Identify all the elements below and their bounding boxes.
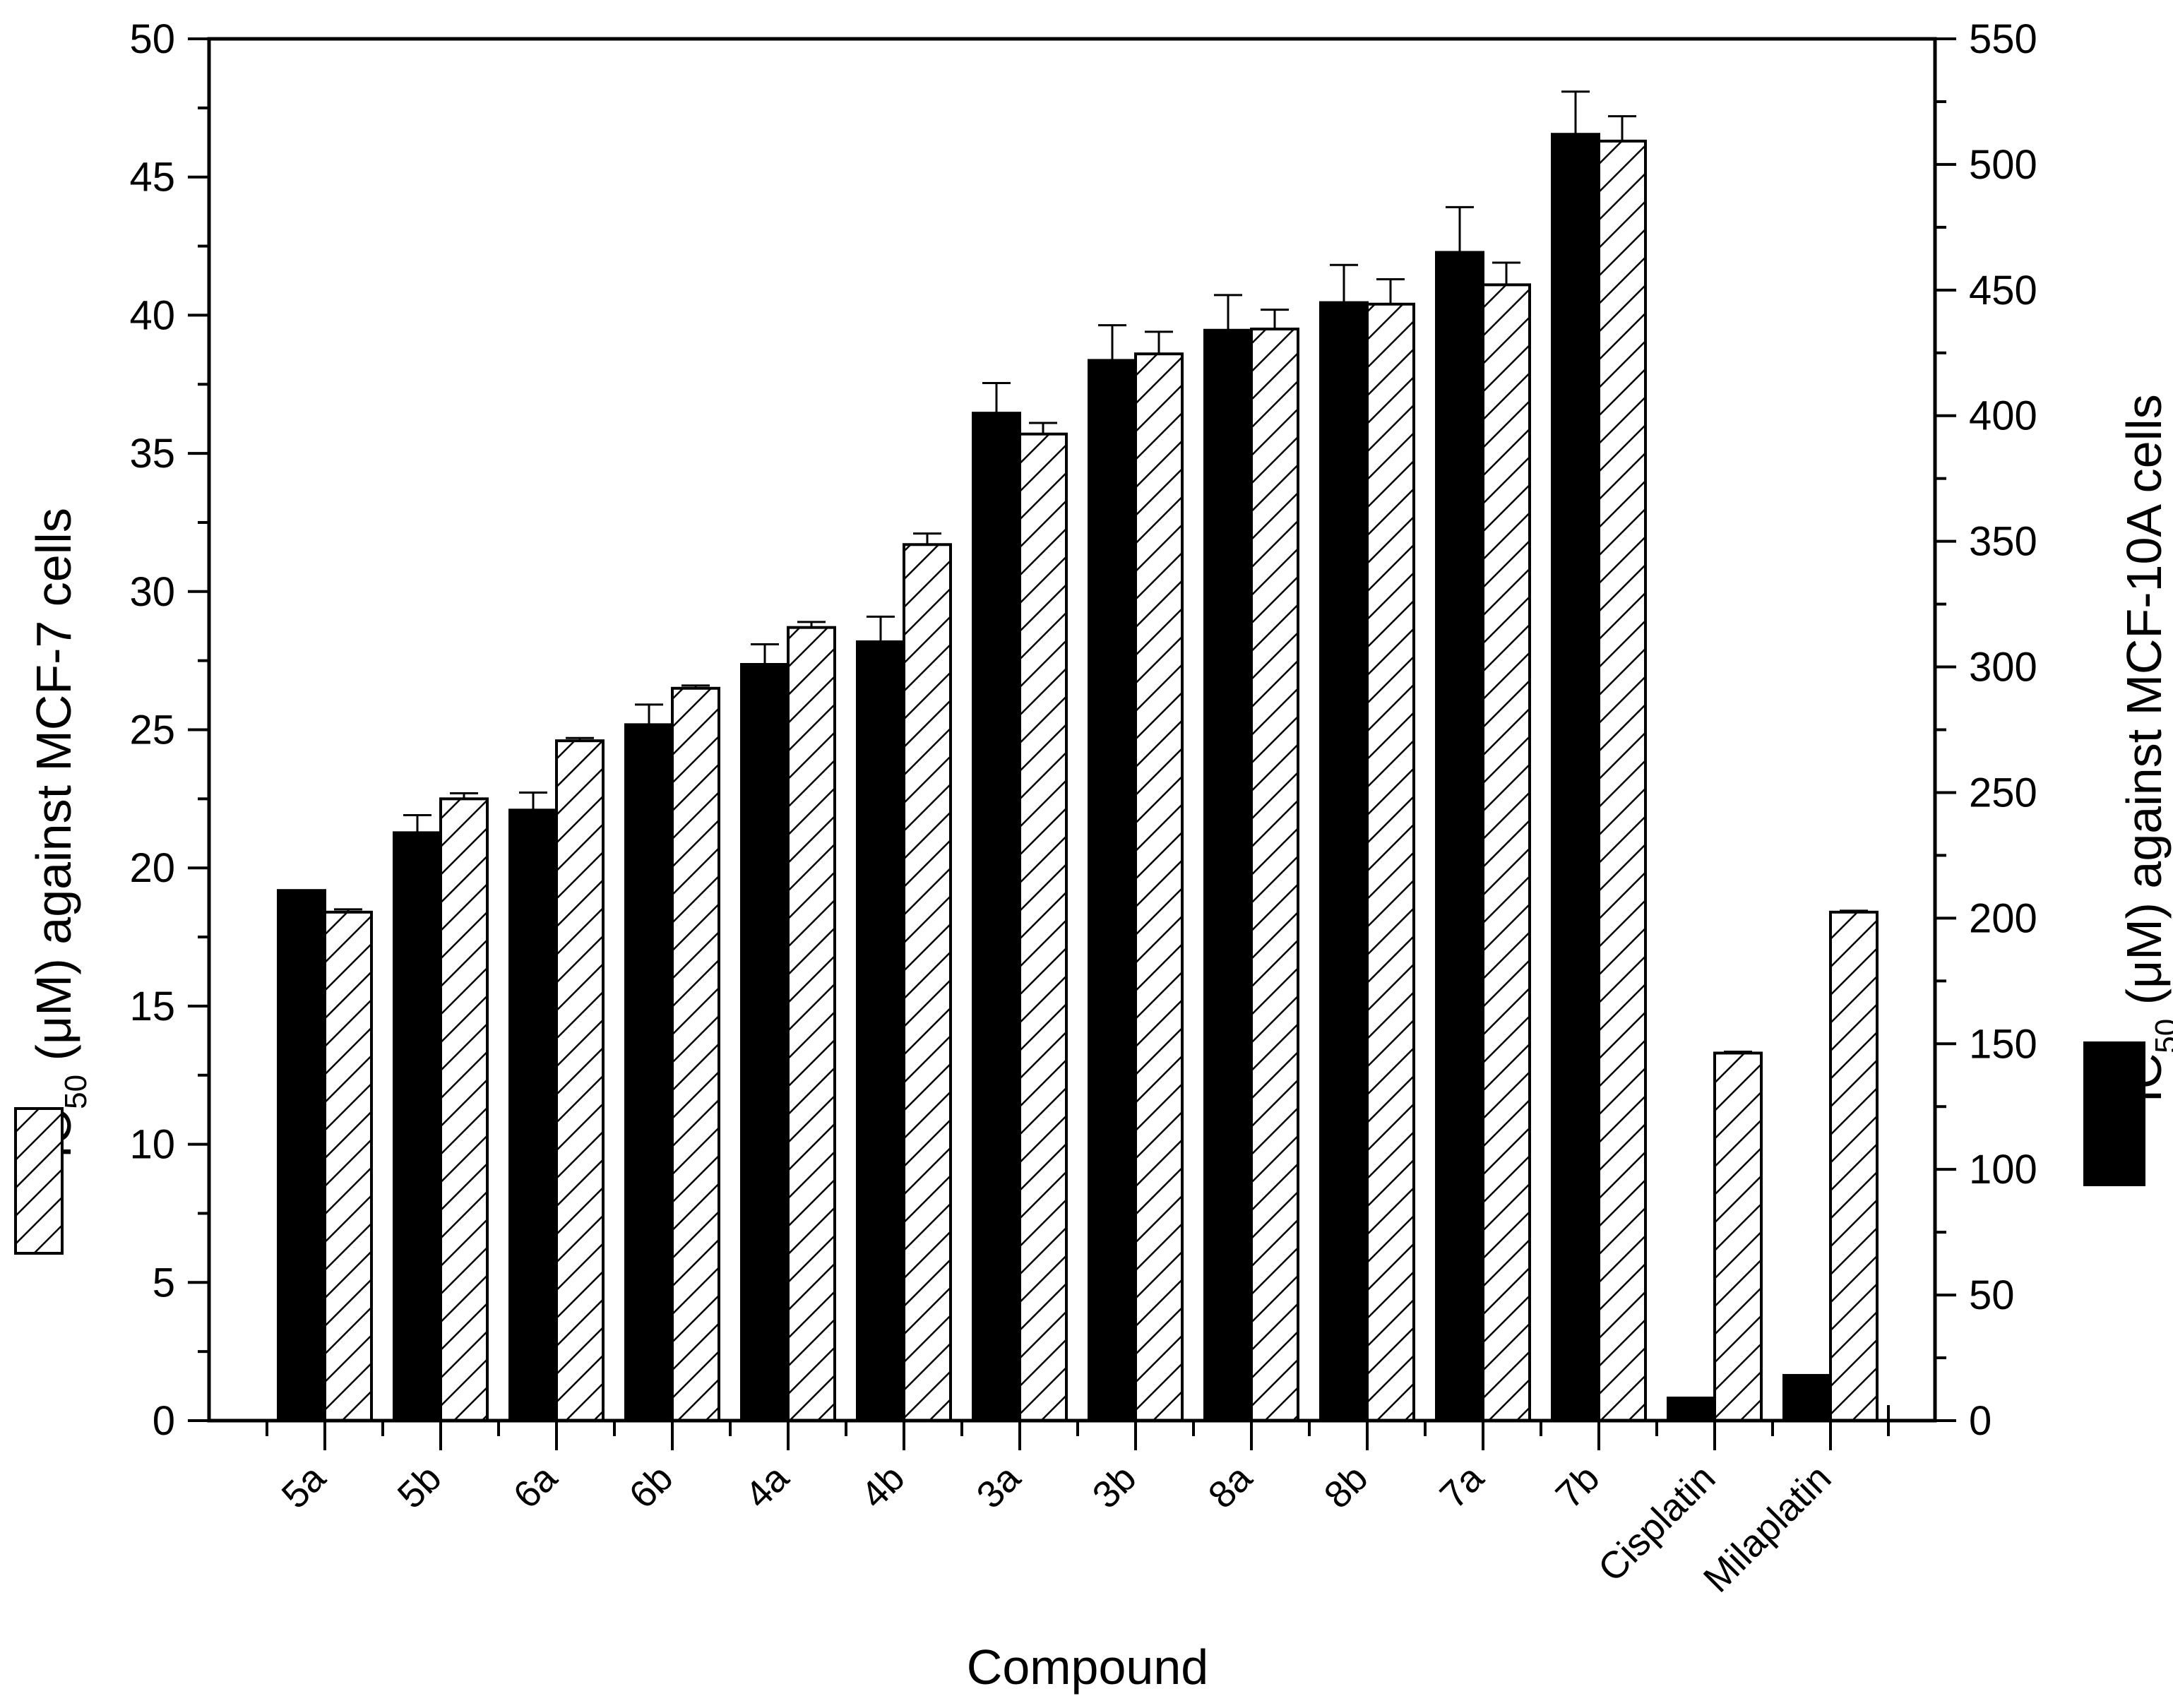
bar-mcf10a-4b <box>856 640 905 1422</box>
bar-mcf10a-Milaplatin <box>1782 1373 1832 1423</box>
plot-frame <box>207 37 1937 1423</box>
bar-mcf7-3a <box>1018 432 1068 1422</box>
bar-mcf10a-7a <box>1435 251 1484 1423</box>
bar-mcf10a-4a <box>740 662 790 1422</box>
right-axis-title-sub: 50 <box>2149 1019 2173 1053</box>
bar-mcf7-4a <box>787 626 836 1422</box>
bar-mcf10a-5a <box>277 889 326 1422</box>
bar-mcf7-6b <box>671 686 720 1422</box>
x-axis-title: Compound <box>967 1640 1208 1695</box>
bar-mcf10a-7b <box>1551 133 1600 1422</box>
right-axis-title-rest: (μM) against MCF-10A cells <box>2117 394 2172 1018</box>
legend-swatch-solid <box>2083 1041 2145 1186</box>
x-tick-label-7b: 7b <box>1548 1457 1608 1517</box>
x-tick-label-6b: 6b <box>621 1457 681 1517</box>
bar-mcf7-Milaplatin <box>1829 910 1879 1422</box>
bar-mcf10a-3b <box>1088 359 1137 1422</box>
bar-mcf7-8a <box>1250 327 1299 1423</box>
bar-mcf7-5a <box>323 910 373 1422</box>
x-tick-label-7a: 7a <box>1432 1456 1493 1517</box>
bar-mcf10a-6a <box>508 808 558 1422</box>
right-tick-label-400: 400 <box>1969 393 2037 439</box>
right-tick-label-500: 500 <box>1969 142 2037 188</box>
left-tick-label-30: 30 <box>129 569 175 615</box>
x-tick-label-4a: 4a <box>737 1456 798 1517</box>
x-tick-label-6a: 6a <box>506 1456 566 1517</box>
x-tick-label-5b: 5b <box>390 1457 450 1517</box>
right-tick-label-350: 350 <box>1969 519 2037 565</box>
right-tick-label-300: 300 <box>1969 645 2037 691</box>
x-tick-label-8a: 8a <box>1201 1456 1261 1517</box>
x-tick-label-3b: 3b <box>1085 1457 1145 1517</box>
left-tick-label-5: 5 <box>153 1260 175 1306</box>
bar-mcf10a-8b <box>1319 301 1369 1422</box>
bar-mcf7-4b <box>903 543 952 1423</box>
bar-mcf7-6a <box>555 739 605 1422</box>
right-tick-label-250: 250 <box>1969 770 2037 816</box>
left-axis-title: IC50 (μM) against MCF-7 cells <box>26 508 93 1159</box>
bar-mcf7-7b <box>1597 139 1647 1422</box>
right-tick-label-100: 100 <box>1969 1147 2037 1193</box>
bar-mcf7-Cisplatin <box>1713 1051 1763 1422</box>
left-axis-title-sub: 50 <box>59 1075 93 1109</box>
bar-mcf7-5b <box>439 797 489 1422</box>
bar-mcf7-8b <box>1366 302 1415 1422</box>
bar-mcf10a-5b <box>393 831 442 1423</box>
right-tick-label-200: 200 <box>1969 895 2037 941</box>
left-tick-label-15: 15 <box>129 984 175 1029</box>
right-tick-label-450: 450 <box>1969 268 2037 313</box>
legend-swatch-hatched <box>14 1107 64 1255</box>
right-axis-title: IC50 (μM) against MCF-10A cells <box>2117 394 2173 1102</box>
bar-mcf7-3b <box>1134 352 1184 1422</box>
bar-mcf10a-Cisplatin <box>1667 1396 1716 1422</box>
left-tick-label-40: 40 <box>129 292 175 338</box>
left-tick-label-35: 35 <box>129 431 175 477</box>
left-tick-label-25: 25 <box>129 707 175 753</box>
bars-layer <box>277 90 1879 1423</box>
bar-mcf7-7a <box>1482 283 1531 1423</box>
left-tick-label-10: 10 <box>129 1122 175 1168</box>
bar-mcf10a-6b <box>624 723 674 1423</box>
bar-mcf10a-8a <box>1203 328 1253 1422</box>
x-tick-label-8b: 8b <box>1316 1457 1376 1517</box>
x-tick-label-3a: 3a <box>969 1456 1030 1517</box>
right-tick-label-50: 50 <box>1969 1272 2015 1318</box>
x-tick-label-4b: 4b <box>853 1457 913 1517</box>
left-tick-label-20: 20 <box>129 845 175 891</box>
right-tick-label-0: 0 <box>1969 1398 1992 1444</box>
left-axis-title-rest: (μM) against MCF-7 cells <box>26 508 81 1075</box>
right-tick-label-150: 150 <box>1969 1021 2037 1067</box>
left-tick-label-50: 50 <box>129 16 175 62</box>
right-tick-label-550: 550 <box>1969 16 2037 62</box>
bar-mcf10a-3a <box>972 412 1021 1422</box>
left-tick-label-45: 45 <box>129 155 175 201</box>
x-tick-label-Milaplatin: Milaplatin <box>1696 1457 1840 1601</box>
x-tick-label-5a: 5a <box>274 1456 335 1517</box>
left-tick-label-0: 0 <box>153 1398 175 1444</box>
